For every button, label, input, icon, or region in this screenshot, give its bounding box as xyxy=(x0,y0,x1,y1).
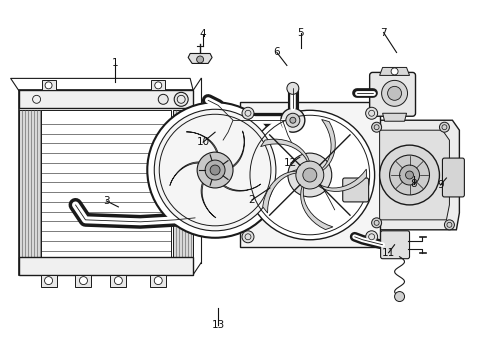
Text: 1: 1 xyxy=(112,58,119,68)
Circle shape xyxy=(382,80,408,106)
Polygon shape xyxy=(188,54,212,63)
Circle shape xyxy=(45,276,52,285)
Polygon shape xyxy=(301,186,333,230)
Circle shape xyxy=(399,165,419,185)
Circle shape xyxy=(444,220,454,230)
Polygon shape xyxy=(150,275,166,287)
Bar xyxy=(19,90,193,275)
Circle shape xyxy=(242,231,254,243)
Polygon shape xyxy=(227,131,245,170)
Polygon shape xyxy=(261,139,309,161)
Circle shape xyxy=(303,168,317,182)
Circle shape xyxy=(205,160,225,180)
FancyBboxPatch shape xyxy=(381,231,410,259)
FancyBboxPatch shape xyxy=(343,178,368,202)
Text: 13: 13 xyxy=(212,320,225,330)
Text: 9: 9 xyxy=(437,180,444,190)
Circle shape xyxy=(371,122,382,132)
Text: 7: 7 xyxy=(380,28,387,37)
Bar xyxy=(19,90,193,108)
Text: 11: 11 xyxy=(382,248,395,258)
Text: 6: 6 xyxy=(273,48,280,58)
Text: 3: 3 xyxy=(103,196,110,206)
Circle shape xyxy=(380,145,440,205)
Circle shape xyxy=(155,82,162,89)
Circle shape xyxy=(174,92,188,106)
Polygon shape xyxy=(219,181,261,191)
Circle shape xyxy=(286,113,300,127)
Circle shape xyxy=(245,110,375,240)
Bar xyxy=(19,110,41,257)
Bar xyxy=(240,102,380,247)
Circle shape xyxy=(296,161,324,189)
Text: 12: 12 xyxy=(284,158,297,168)
Polygon shape xyxy=(263,171,296,213)
Circle shape xyxy=(390,155,429,195)
Text: 8: 8 xyxy=(410,179,417,189)
Bar xyxy=(41,110,171,257)
Polygon shape xyxy=(42,80,55,90)
Polygon shape xyxy=(110,275,126,287)
Circle shape xyxy=(45,82,52,89)
Bar xyxy=(173,110,193,257)
Circle shape xyxy=(79,276,87,285)
Circle shape xyxy=(290,117,296,123)
Bar xyxy=(19,257,193,275)
Text: 10: 10 xyxy=(196,137,210,147)
Circle shape xyxy=(242,107,254,119)
Circle shape xyxy=(391,68,398,75)
Circle shape xyxy=(281,108,305,132)
Text: 2: 2 xyxy=(248,195,255,205)
Circle shape xyxy=(394,292,405,302)
Circle shape xyxy=(154,109,276,231)
Polygon shape xyxy=(151,80,165,90)
Circle shape xyxy=(197,152,233,188)
Circle shape xyxy=(440,122,449,132)
Circle shape xyxy=(366,231,378,243)
Circle shape xyxy=(287,82,299,94)
Circle shape xyxy=(388,86,401,100)
Polygon shape xyxy=(380,67,410,75)
Circle shape xyxy=(196,56,204,63)
Polygon shape xyxy=(321,120,335,170)
Circle shape xyxy=(154,276,162,285)
Polygon shape xyxy=(41,275,56,287)
Polygon shape xyxy=(186,132,219,159)
FancyBboxPatch shape xyxy=(369,72,416,116)
Circle shape xyxy=(210,165,220,175)
Polygon shape xyxy=(201,177,216,218)
Circle shape xyxy=(158,94,168,104)
Circle shape xyxy=(366,107,378,119)
Circle shape xyxy=(371,218,382,228)
Polygon shape xyxy=(383,113,407,121)
Circle shape xyxy=(288,153,332,197)
Circle shape xyxy=(147,102,283,238)
FancyBboxPatch shape xyxy=(442,158,465,197)
Polygon shape xyxy=(369,120,460,230)
Circle shape xyxy=(406,171,414,179)
Polygon shape xyxy=(170,162,205,186)
Text: 4: 4 xyxy=(200,28,206,39)
Circle shape xyxy=(114,276,122,285)
Polygon shape xyxy=(75,275,92,287)
Text: 5: 5 xyxy=(297,28,304,37)
Polygon shape xyxy=(318,169,367,192)
Polygon shape xyxy=(380,130,449,220)
